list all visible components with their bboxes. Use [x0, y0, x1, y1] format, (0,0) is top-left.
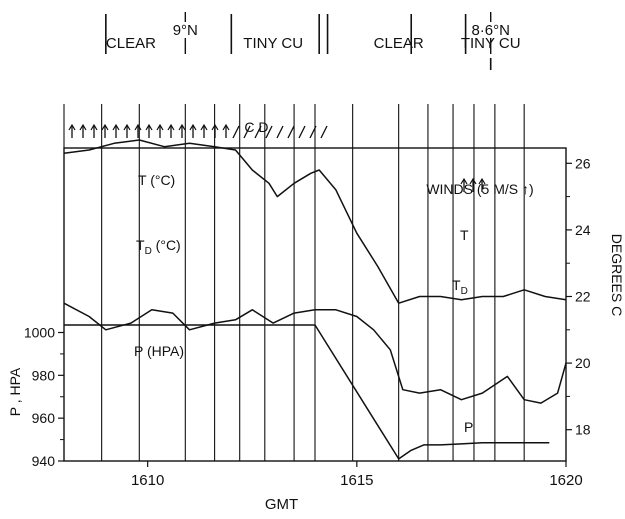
sky-condition-label: TINY CU [461, 35, 521, 52]
wind-arrow-head [79, 123, 87, 131]
wind-arrow [320, 125, 328, 139]
wind-arrow-head [112, 123, 120, 131]
y2-tick-label: 20 [575, 355, 591, 371]
wind-direction-label: C D [244, 119, 268, 135]
y2-tick-label: 24 [575, 222, 591, 238]
wind-arrow-head [145, 123, 153, 131]
wind-arrow-head [90, 123, 98, 131]
winds-legend-label: WINDS (5 M/S ↑) [426, 181, 533, 197]
wind-arrow [232, 125, 240, 139]
latitude-label: 9°N [173, 22, 198, 39]
wind-arrow-head [134, 123, 142, 131]
series-line-dewpoint [63, 302, 567, 404]
y2-axis-label: DEGREES C [609, 234, 625, 316]
wind-arrow-head [123, 123, 131, 131]
wind-arrow-head [101, 123, 109, 131]
y-tick-label: 940 [32, 453, 56, 469]
sky-condition-label: CLEAR [374, 35, 424, 52]
series-line-pressure [64, 324, 550, 460]
series-annotation: TD [452, 277, 468, 297]
wind-arrow-head [68, 123, 76, 131]
y2-tick-label: 22 [575, 289, 591, 305]
x-tick-label: 1620 [549, 472, 582, 489]
x-axis-label: GMT [265, 496, 298, 513]
series-annotation: TD (°C) [136, 237, 181, 257]
latitude-label: 8·6°N [471, 22, 510, 39]
y2-tick-label: 18 [575, 422, 591, 438]
y-tick-label: 980 [32, 367, 56, 383]
wind-arrow-head [478, 177, 486, 185]
wind-arrow [265, 125, 273, 139]
wind-arrow-head [200, 123, 208, 131]
wind-arrow [254, 125, 262, 139]
wind-arrow [276, 125, 284, 139]
series-line-temperature [63, 139, 567, 304]
sky-condition-label: CLEAR [106, 35, 156, 52]
series-annotation: P (HPA) [134, 343, 184, 359]
wind-arrow-head [211, 123, 219, 131]
wind-arrow-head [460, 177, 468, 185]
y-tick-label: 960 [32, 410, 56, 426]
y-tick-label: 1000 [24, 324, 55, 340]
x-tick-label: 1610 [131, 472, 164, 489]
x-tick-label: 1615 [340, 472, 373, 489]
y-axis-label: P , HPA [7, 367, 23, 416]
wind-arrow-head [469, 177, 477, 185]
sky-condition-label: TINY CU [243, 35, 303, 52]
wind-arrow-head [178, 123, 186, 131]
wind-arrow [309, 125, 317, 139]
wind-arrow-head [156, 123, 164, 131]
wind-arrow-head [167, 123, 175, 131]
series-annotation: P [464, 419, 473, 435]
series-annotation: T (°C) [138, 172, 175, 188]
y2-tick-label: 26 [575, 155, 591, 171]
series-annotation: T [460, 227, 469, 243]
wind-arrow-head [222, 123, 230, 131]
wind-arrow [287, 125, 295, 139]
wind-arrow [298, 125, 306, 139]
wind-arrow [243, 125, 251, 139]
wind-arrow-head [189, 123, 197, 131]
